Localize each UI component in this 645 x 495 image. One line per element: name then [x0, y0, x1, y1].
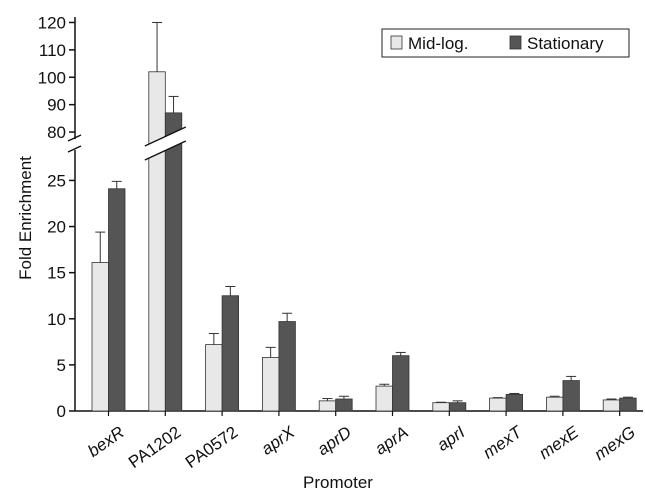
y-tick-label: 15 — [47, 264, 66, 283]
bar-break-line — [144, 126, 187, 147]
x-tick-label: bexR — [84, 423, 127, 461]
x-tick-label: PA1202 — [125, 423, 184, 473]
y-axis-label: Fold Enrichment — [16, 156, 35, 280]
y-tick-label: 80 — [47, 123, 66, 142]
x-tick-label: PA0572 — [182, 423, 241, 473]
legend-swatch — [509, 35, 522, 50]
x-tick-label: aprD — [314, 423, 355, 460]
legend-swatch — [390, 35, 403, 50]
legend-label: Stationary — [527, 34, 604, 53]
bar — [318, 400, 337, 412]
bar — [562, 380, 580, 412]
axis-break-mark — [67, 145, 82, 153]
bar — [392, 355, 410, 412]
bar — [261, 357, 280, 412]
legend-label: Mid-log. — [408, 34, 468, 53]
bar — [164, 112, 183, 412]
y-tick-label: 20 — [47, 218, 66, 237]
bar — [335, 398, 353, 412]
bar — [489, 397, 507, 412]
y-tick-label: 110 — [39, 41, 66, 60]
y-tick-label: 0 — [57, 402, 66, 421]
y-tick-label: 10 — [47, 310, 66, 329]
bar-break-line — [144, 140, 187, 161]
bar — [448, 402, 467, 412]
bar-break-gap — [144, 127, 186, 160]
bar — [546, 396, 564, 412]
y-tick-label: 100 — [38, 68, 66, 87]
bar — [108, 188, 126, 412]
legend: Mid-log. Stationary — [381, 28, 630, 58]
x-tick-label: mexT — [480, 422, 527, 463]
x-tick-label: mexG — [591, 423, 639, 465]
y-tick-label: 90 — [47, 96, 66, 115]
axis-break-mark — [67, 134, 82, 142]
y-tick-label: 25 — [47, 171, 66, 190]
bar — [278, 321, 296, 412]
bar — [91, 262, 109, 412]
y-tick-label: 120 — [38, 13, 66, 32]
y-tick-label: 5 — [57, 356, 66, 375]
x-axis-label: Promoter — [303, 473, 373, 492]
bar — [619, 397, 637, 412]
bar — [205, 344, 223, 412]
bar — [375, 385, 393, 412]
x-tick-label: aprX — [258, 422, 299, 459]
x-tick-label: aprA — [371, 423, 411, 459]
bar — [505, 393, 524, 412]
bar — [148, 71, 166, 412]
x-tick-label: mexE — [536, 422, 583, 463]
legend-box — [381, 28, 630, 58]
bar — [221, 295, 240, 412]
bar — [602, 399, 621, 412]
bar — [432, 402, 450, 412]
x-tick-label: aprI — [434, 422, 469, 455]
